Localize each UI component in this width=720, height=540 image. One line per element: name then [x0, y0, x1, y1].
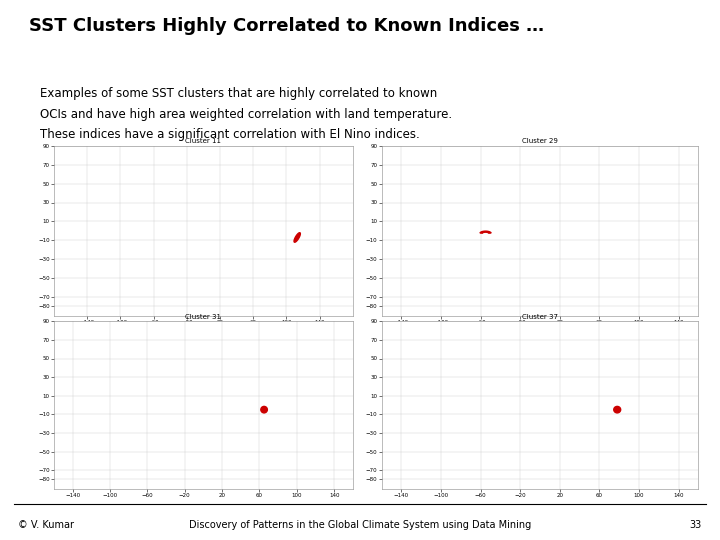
- Circle shape: [613, 407, 621, 413]
- Title: Cluster 37: Cluster 37: [522, 314, 558, 320]
- Polygon shape: [480, 231, 491, 233]
- Text: These indices have a significant correlation with El Nino indices.: These indices have a significant correla…: [40, 128, 419, 141]
- Title: Cluster 11: Cluster 11: [186, 138, 222, 144]
- Circle shape: [261, 407, 267, 413]
- Title: Cluster 29: Cluster 29: [522, 138, 558, 144]
- Text: Discovery of Patterns in the Global Climate System using Data Mining: Discovery of Patterns in the Global Clim…: [189, 519, 531, 530]
- Title: Cluster 31: Cluster 31: [186, 314, 222, 320]
- Polygon shape: [294, 233, 300, 242]
- Text: Examples of some SST clusters that are highly correlated to known: Examples of some SST clusters that are h…: [40, 87, 437, 100]
- Text: SST Clusters Highly Correlated to Known Indices …: SST Clusters Highly Correlated to Known …: [29, 17, 544, 35]
- Text: © V. Kumar: © V. Kumar: [18, 519, 74, 530]
- Text: OCIs and have high area weighted correlation with land temperature.: OCIs and have high area weighted correla…: [40, 107, 451, 121]
- Text: 33: 33: [690, 519, 702, 530]
